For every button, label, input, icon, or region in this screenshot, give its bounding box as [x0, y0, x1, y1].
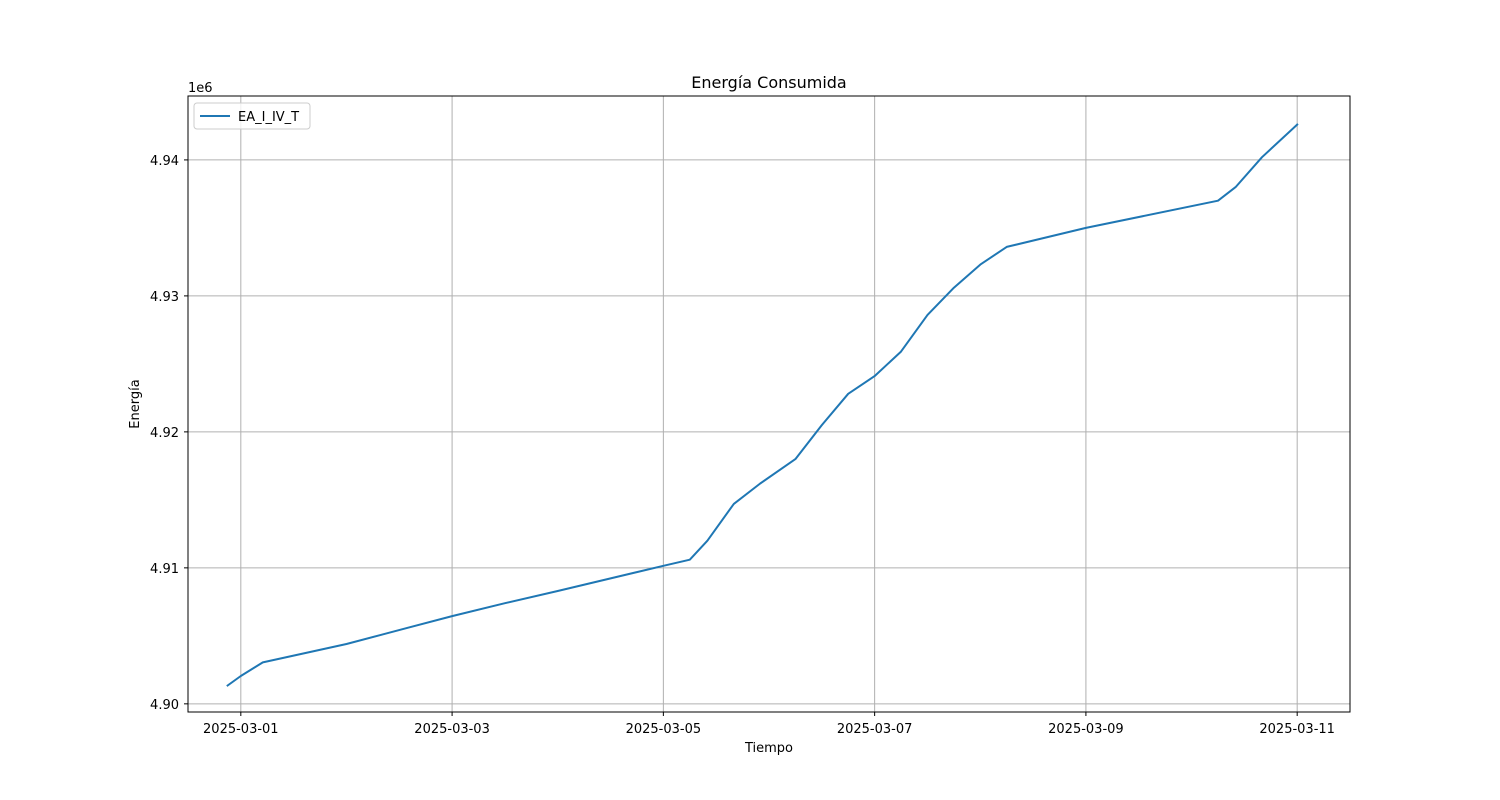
- y-axis-label: Energía: [128, 379, 143, 428]
- x-axis-label: Tiempo: [744, 741, 793, 756]
- y-tick-label: 4.91: [150, 562, 179, 577]
- x-tick-label: 2025-03-07: [837, 722, 913, 737]
- grid: [188, 96, 1350, 712]
- y-tick-label: 4.94: [150, 154, 179, 169]
- series-layer: [226, 123, 1299, 687]
- x-axis: 2025-03-01 2025-03-03 2025-03-05 2025-03-07…: [203, 712, 1335, 737]
- legend: EA_I_IV_T: [193, 102, 311, 130]
- x-tick-label: 2025-03-05: [626, 722, 702, 737]
- x-tick-label: 2025-03-01: [203, 722, 279, 737]
- x-tick-label: 2025-03-09: [1048, 722, 1124, 737]
- y-tick-label: 4.93: [150, 290, 179, 305]
- x-tick-label: 2025-03-03: [414, 722, 490, 737]
- plot-area-frame: [187, 95, 1351, 713]
- y-tick-label: 4.92: [150, 426, 179, 441]
- series-line: [226, 123, 1299, 687]
- y-axis: 4.90 4.91 4.92 4.93 4.94: [150, 154, 188, 713]
- legend-label: EA_I_IV_T: [238, 110, 299, 125]
- chart-title: Energía Consumida: [691, 73, 846, 92]
- y-tick-label: 4.90: [150, 698, 179, 713]
- x-tick-label: 2025-03-11: [1259, 722, 1335, 737]
- legend-box: [193, 102, 311, 130]
- y-offset-label: 1e6: [188, 81, 213, 96]
